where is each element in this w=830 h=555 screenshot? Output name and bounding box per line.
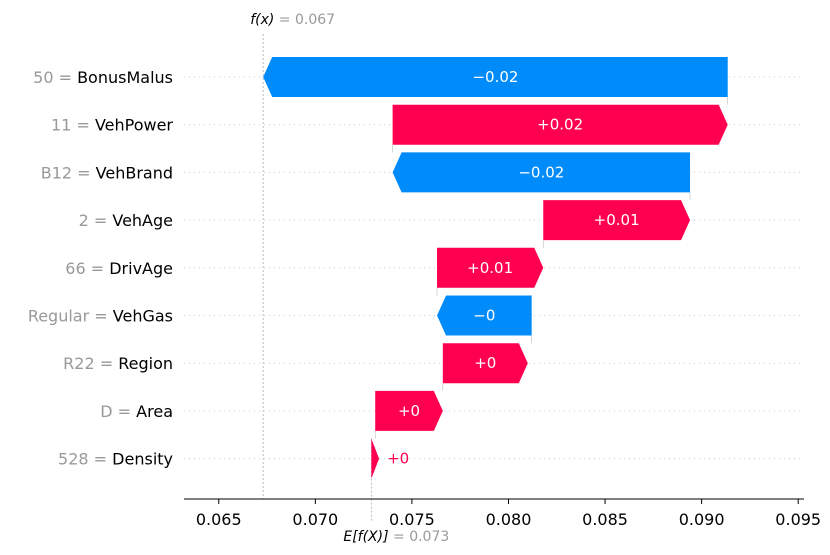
base-value: = 0.073: [393, 529, 449, 545]
feature-value: B12 =: [41, 163, 96, 182]
fx-value: = 0.067: [279, 12, 335, 28]
x-tick-label: 0.080: [486, 510, 532, 529]
feature-value: 2 =: [79, 211, 113, 230]
bar-value-label: +0: [398, 402, 420, 420]
bar-value-label: −0.02: [518, 163, 564, 181]
feature-name: VehAge: [112, 211, 173, 230]
feature-value: D =: [100, 402, 136, 421]
feature-label: R22 = Region: [63, 354, 173, 373]
fx-annotation: f(x) = 0.067: [250, 12, 335, 28]
feature-name: Area: [136, 402, 173, 421]
bar-bonusmalus: [263, 57, 728, 97]
base-label: E[f(X)]: [343, 529, 393, 545]
bars: −0.02 +0.02 −0.02 +0.01 +0.01 −0 +0 +0 +0: [263, 57, 729, 479]
feature-value: Regular =: [28, 307, 113, 326]
bar-vehage: [543, 200, 691, 241]
feature-label: 50 = BonusMalus: [33, 68, 173, 87]
bar-value-label: +0: [474, 354, 496, 372]
x-tick-label: 0.065: [196, 510, 242, 529]
feature-label: 2 = VehAge: [79, 211, 173, 230]
x-tick-label: 0.085: [582, 510, 628, 529]
bar-value-label: −0: [473, 307, 495, 325]
x-tick-label: 0.070: [292, 510, 338, 529]
feature-name: VehPower: [95, 116, 173, 135]
bar-drivage: [437, 247, 544, 288]
bar-value-label: +0.01: [467, 259, 513, 277]
feature-label: D = Area: [100, 402, 173, 421]
bar-value-label: +0.01: [594, 211, 640, 229]
bar-value-label: −0.02: [472, 68, 518, 86]
reference-lines: [262, 34, 372, 521]
feature-name: BonusMalus: [77, 68, 173, 87]
feature-name: Region: [118, 354, 173, 373]
feature-name: VehBrand: [96, 163, 173, 182]
bar-vehbrand: [392, 152, 691, 193]
x-tick-label: 0.075: [389, 510, 435, 529]
bar-value-label: +0.02: [537, 116, 583, 134]
bar-region: [442, 343, 528, 384]
feature-labels: 50 = BonusMalus 11 = VehPower B12 = VehBra…: [28, 68, 174, 469]
x-tick-label: 0.095: [775, 510, 821, 529]
feature-label: B12 = VehBrand: [41, 163, 173, 182]
feature-label: 66 = DrivAge: [65, 259, 173, 278]
x-tick-label: 0.090: [679, 510, 725, 529]
feature-value: 66 =: [65, 259, 109, 278]
base-annotation: E[f(X)] = 0.073: [343, 529, 449, 545]
fx-label: f(x): [250, 12, 279, 28]
bar-density: [371, 438, 380, 479]
feature-label: 11 = VehPower: [51, 116, 173, 135]
feature-label: 528 = Density: [58, 450, 173, 469]
feature-name: VehGas: [113, 307, 173, 326]
feature-name: Density: [112, 450, 173, 469]
feature-value: 50 =: [33, 68, 77, 87]
feature-label: Regular = VehGas: [28, 307, 173, 326]
feature-value: 528 =: [58, 450, 112, 469]
annotations: f(x) = 0.067 E[f(X)] = 0.073: [250, 12, 449, 545]
bar-area: [375, 390, 443, 431]
bar-vehpower: [392, 104, 728, 145]
feature-value: 11 =: [51, 116, 95, 135]
bar-vehgas: [437, 295, 532, 336]
feature-value: R22 =: [63, 354, 118, 373]
x-axis: 0.065 0.070 0.075 0.080 0.085 0.090 0.095: [184, 498, 821, 529]
feature-name: DrivAge: [109, 259, 173, 278]
bar-value-label: +0: [387, 450, 409, 468]
